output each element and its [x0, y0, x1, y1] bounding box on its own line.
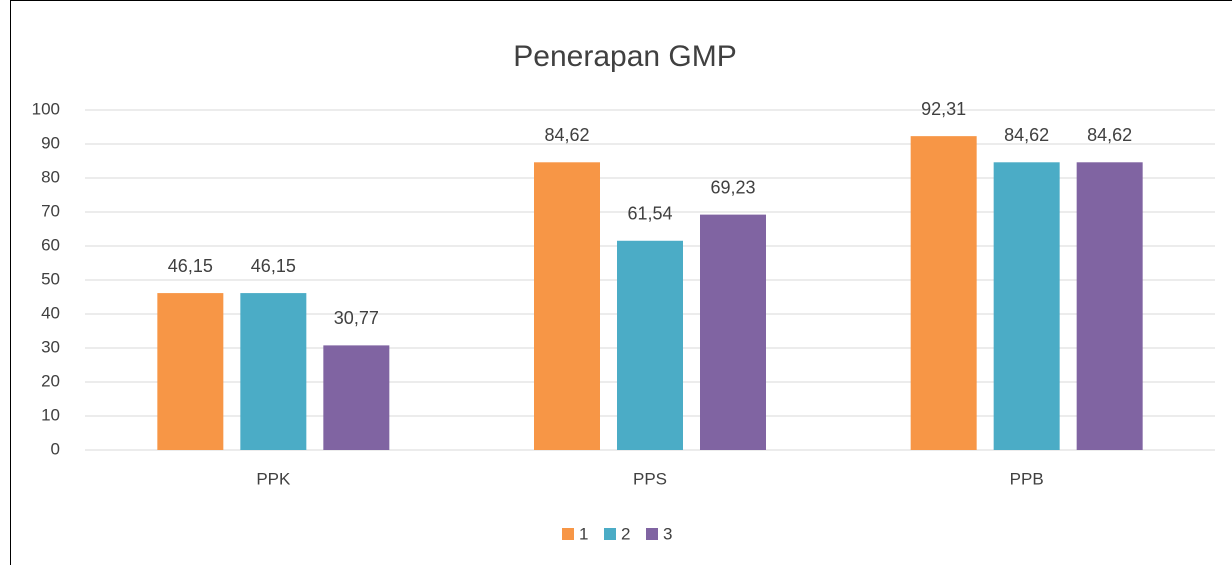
data-label: 30,77: [334, 308, 379, 328]
legend-label: 2: [621, 524, 630, 543]
x-tick-label: PPB: [1010, 469, 1044, 488]
y-tick-label: 20: [41, 371, 60, 390]
data-label: 84,62: [544, 125, 589, 145]
legend-swatch: [646, 528, 658, 540]
y-tick-label: 100: [32, 99, 60, 118]
y-tick-label: 90: [41, 133, 60, 152]
bar: [534, 162, 600, 451]
legend-label: 1: [579, 524, 588, 543]
chart-border: [10, 0, 1232, 565]
y-tick-label: 50: [41, 269, 60, 288]
data-label: 46,15: [168, 256, 213, 276]
y-tick-label: 40: [41, 303, 60, 322]
data-label: 84,62: [1004, 125, 1049, 145]
y-tick-label: 70: [41, 201, 60, 220]
y-tick-label: 10: [41, 405, 60, 424]
y-tick-label: 0: [51, 439, 60, 458]
bar: [993, 162, 1060, 451]
chart-title: Penerapan GMP: [513, 40, 736, 73]
data-label: 84,62: [1087, 125, 1132, 145]
legend-swatch: [562, 528, 574, 540]
data-label: 46,15: [251, 256, 296, 276]
x-tick-label: PPS: [633, 469, 667, 488]
bar: [323, 345, 390, 450]
bar: [617, 240, 683, 450]
x-tick-label: PPK: [256, 469, 291, 488]
bar: [910, 136, 977, 450]
data-label: 69,23: [710, 177, 755, 197]
y-tick-label: 60: [41, 235, 60, 254]
legend-swatch: [604, 528, 616, 540]
data-label: 92,31: [921, 99, 966, 119]
y-tick-label: 80: [41, 167, 60, 186]
data-label: 61,54: [627, 204, 672, 224]
legend-label: 3: [663, 524, 672, 543]
bar: [240, 293, 307, 450]
bar: [700, 214, 766, 450]
bar: [1076, 162, 1143, 451]
y-tick-label: 30: [41, 337, 60, 356]
bar: [157, 293, 224, 450]
